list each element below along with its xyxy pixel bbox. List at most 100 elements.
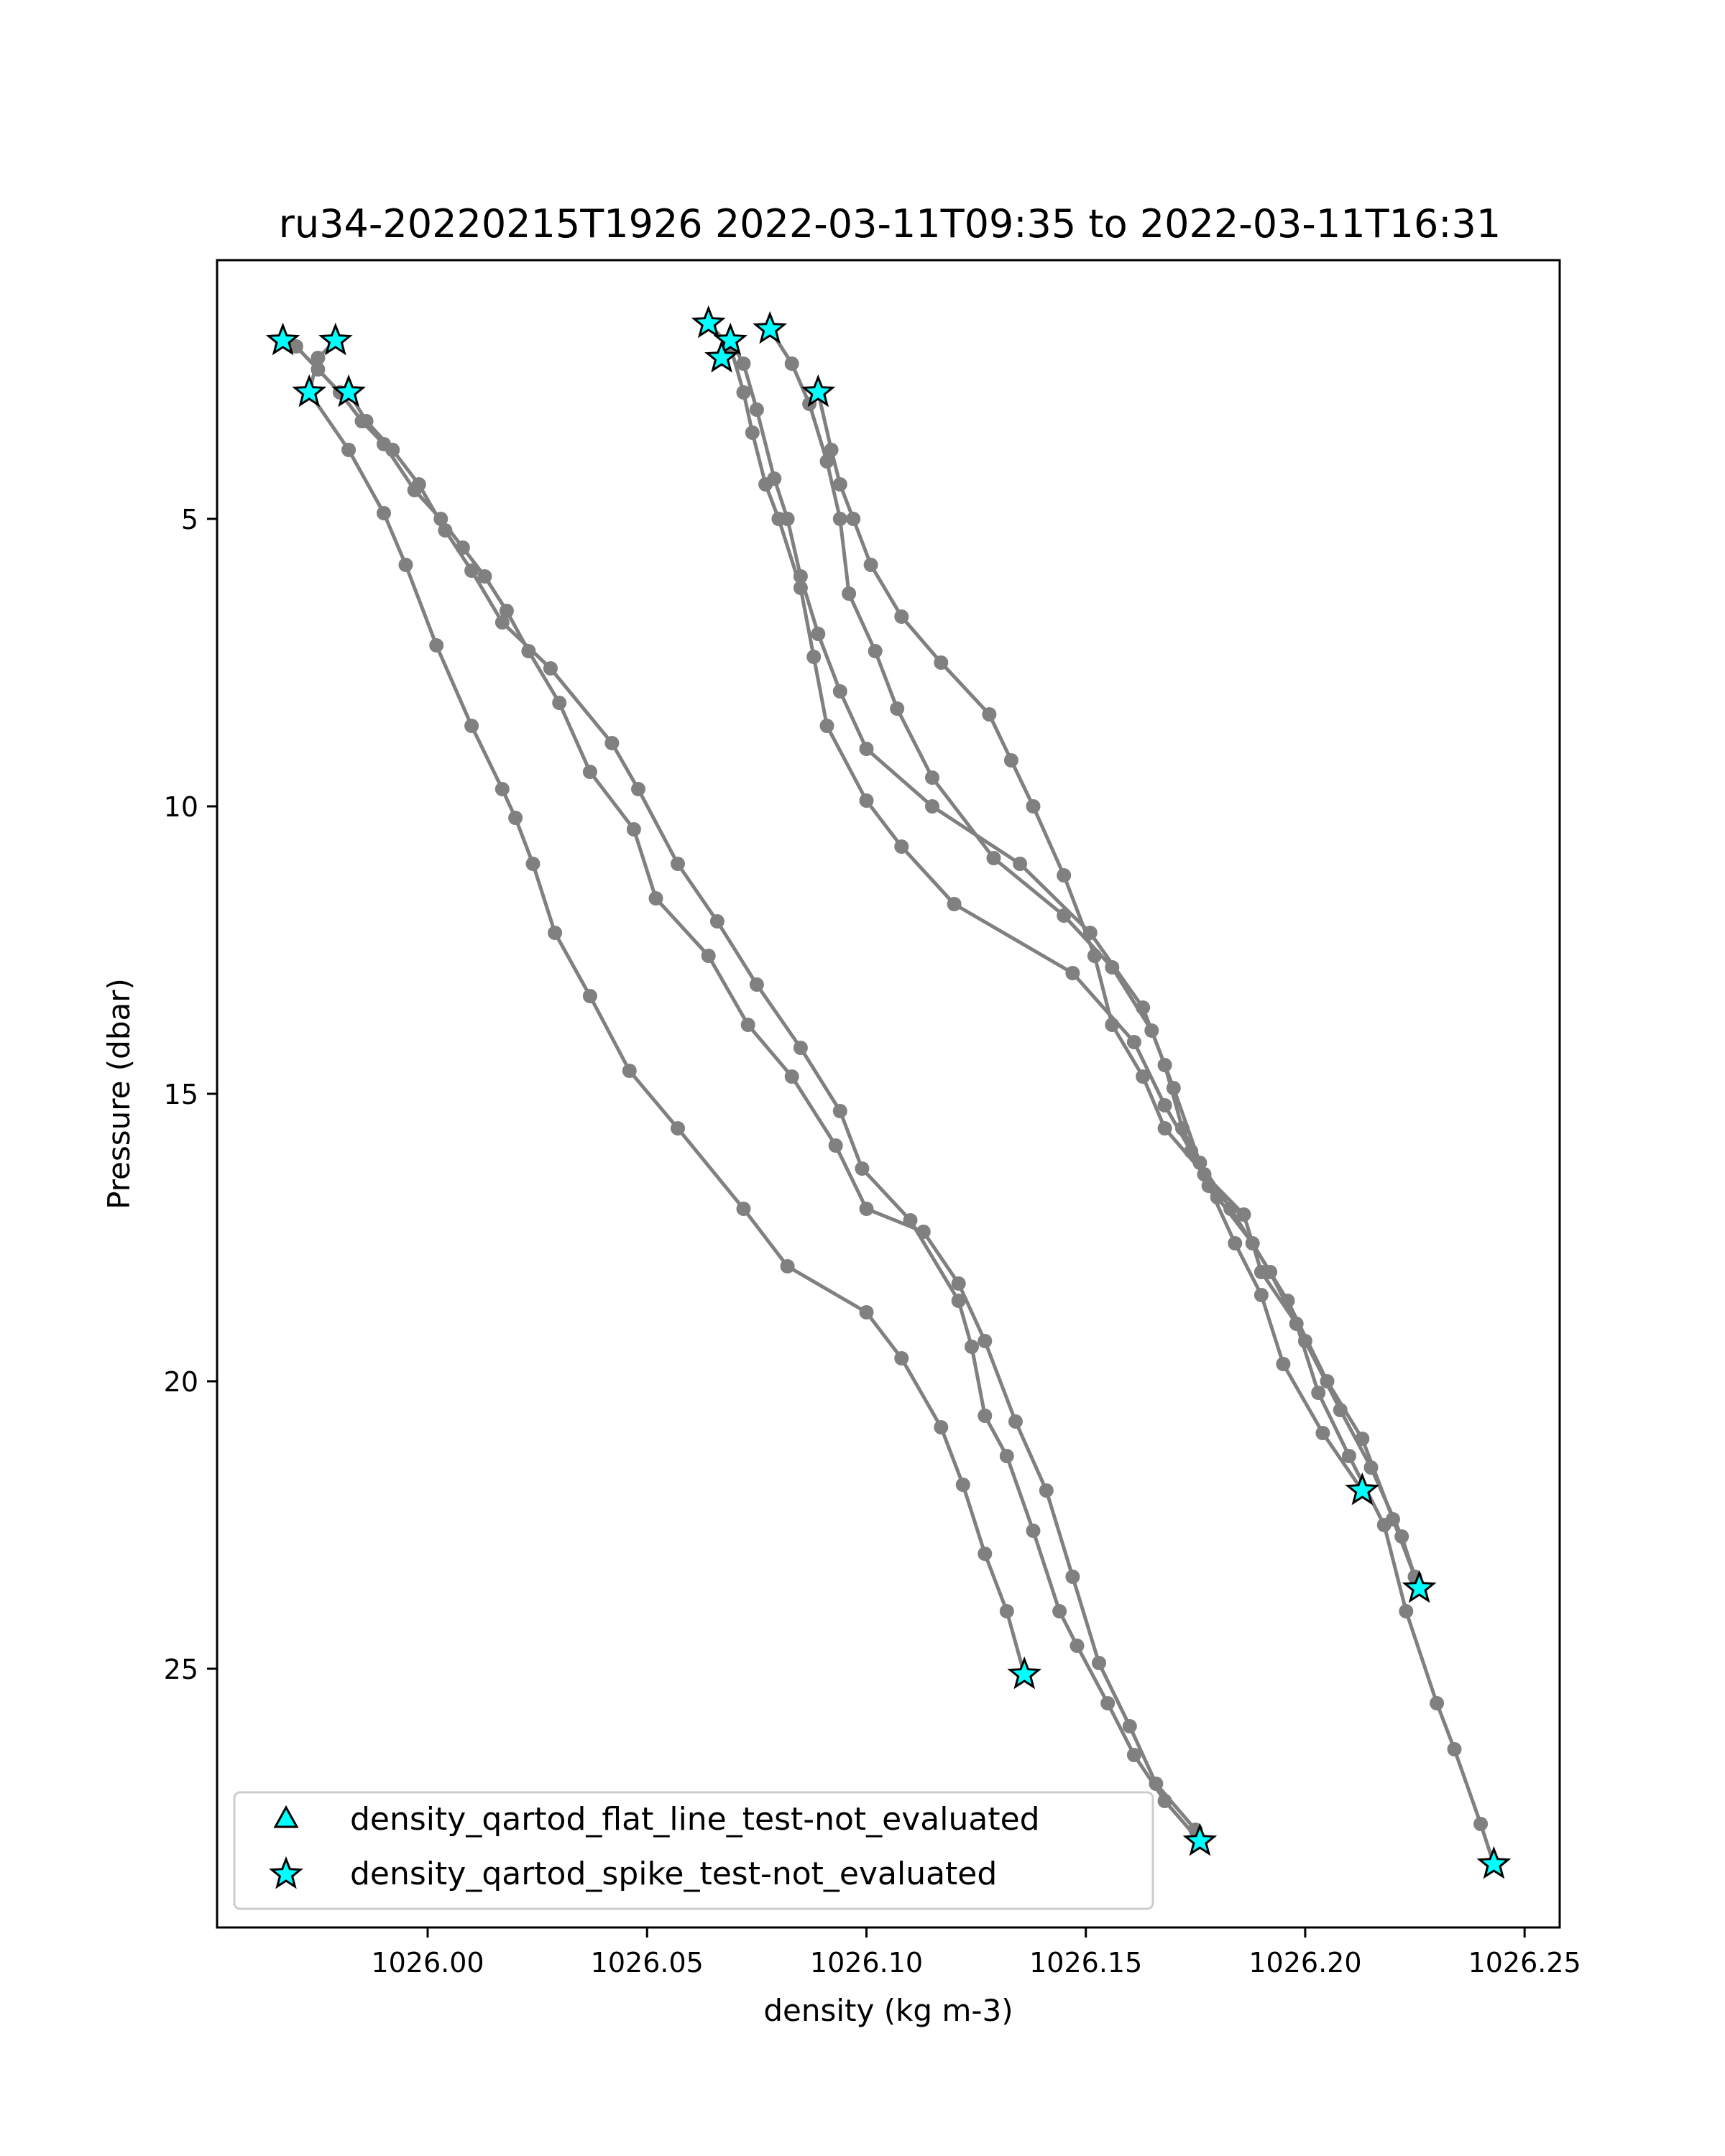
data-point: [1136, 1069, 1151, 1084]
data-point: [986, 851, 1001, 865]
data-point: [631, 782, 645, 796]
data-point: [736, 1202, 751, 1216]
marker-layer: [265, 305, 1512, 1879]
data-point: [499, 604, 514, 618]
data-point: [859, 1202, 874, 1216]
data-point: [890, 701, 905, 716]
data-point: [1315, 1426, 1330, 1440]
data-point: [429, 638, 444, 653]
spike-star-marker: [704, 339, 739, 373]
data-point: [1157, 1794, 1172, 1808]
data-point: [1276, 1357, 1291, 1371]
spike-star-marker: [1345, 1472, 1380, 1506]
data-point: [438, 523, 453, 538]
data-point: [903, 1213, 918, 1227]
data-point: [859, 793, 874, 808]
y-tick-label: 15: [164, 1079, 198, 1110]
spike-star-marker: [331, 374, 367, 407]
spike-star-marker: [691, 305, 726, 338]
data-point: [1065, 1570, 1080, 1584]
data-point: [671, 1121, 685, 1135]
y-axis-title: Pressure (dbar): [101, 978, 137, 1210]
data-point: [951, 1276, 966, 1291]
data-point: [341, 443, 356, 457]
data-point: [1057, 908, 1072, 923]
data-point: [784, 1069, 799, 1084]
data-point: [965, 1340, 979, 1354]
data-point: [525, 857, 540, 871]
data-point: [947, 897, 962, 911]
data-point: [832, 512, 847, 526]
data-point: [1289, 1317, 1304, 1331]
data-point: [736, 356, 751, 371]
series-line: [729, 339, 1422, 1589]
spike-star-marker: [801, 374, 836, 407]
data-point: [1052, 1604, 1067, 1618]
series-0: [275, 333, 1203, 1837]
y-tick-label: 20: [164, 1366, 198, 1398]
data-point: [1394, 1529, 1409, 1544]
data-point: [464, 719, 479, 733]
data-point: [1254, 1288, 1269, 1302]
data-point: [1057, 868, 1072, 883]
data-point: [824, 443, 839, 457]
data-point: [855, 1161, 870, 1176]
data-point: [793, 1041, 808, 1055]
data-point: [1105, 1018, 1120, 1032]
data-point: [377, 506, 391, 520]
data-point: [842, 586, 857, 601]
data-point: [1473, 1817, 1489, 1831]
data-point: [385, 443, 400, 457]
series-line: [346, 391, 1202, 1843]
data-point: [978, 1547, 993, 1561]
chart-title: ru34-20220215T1926 2022-03-11T09:35 to 2…: [279, 201, 1501, 247]
data-point: [709, 914, 724, 929]
y-axis-ticks: 5 10 15 20 25: [164, 504, 217, 1685]
series-3: [701, 316, 1370, 1498]
data-point: [811, 627, 826, 641]
data-point: [863, 558, 878, 572]
data-point: [925, 799, 939, 814]
data-point: [1166, 1081, 1181, 1095]
data-point: [846, 512, 861, 526]
data-point: [784, 356, 799, 371]
x-tick-label: 1026.10: [810, 1947, 923, 1978]
data-point: [582, 765, 597, 779]
data-point: [934, 1420, 949, 1434]
y-tick-label: 5: [181, 504, 198, 535]
data-point: [1092, 1656, 1106, 1670]
data-point: [1157, 1121, 1172, 1135]
data-point: [1026, 799, 1041, 814]
data-point: [951, 1294, 966, 1308]
data-point: [477, 569, 492, 584]
data-point: [1197, 1167, 1212, 1181]
legend-label-spike: density_qartod_spike_test-not_evaluated: [350, 1856, 997, 1892]
spike-star-marker: [318, 322, 353, 356]
data-point: [736, 385, 751, 400]
data-point: [894, 1351, 909, 1365]
data-point: [1070, 1639, 1085, 1653]
series-2: [341, 385, 1208, 1848]
data-point: [1333, 1403, 1348, 1417]
data-point: [1236, 1207, 1251, 1222]
data-point: [548, 926, 563, 940]
x-tick-label: 1026.05: [591, 1947, 704, 1978]
data-point: [1100, 1696, 1116, 1710]
data-point: [552, 696, 567, 710]
x-axis-title: density (kg m-3): [763, 1993, 1013, 2028]
data-point: [999, 1604, 1014, 1618]
data-point: [982, 707, 997, 722]
x-tick-label: 1026.20: [1248, 1947, 1361, 1978]
data-point: [622, 1064, 637, 1078]
data-point: [464, 563, 479, 578]
data-point: [1254, 1265, 1269, 1279]
data-point: [828, 1138, 843, 1153]
data-point: [955, 1478, 970, 1492]
series-line: [307, 339, 1026, 1675]
series-line: [816, 392, 1496, 1865]
data-point: [1228, 1236, 1243, 1250]
data-point: [1399, 1604, 1414, 1618]
data-point: [582, 989, 597, 1003]
data-point: [411, 477, 426, 492]
spike-star-marker: [753, 310, 788, 344]
